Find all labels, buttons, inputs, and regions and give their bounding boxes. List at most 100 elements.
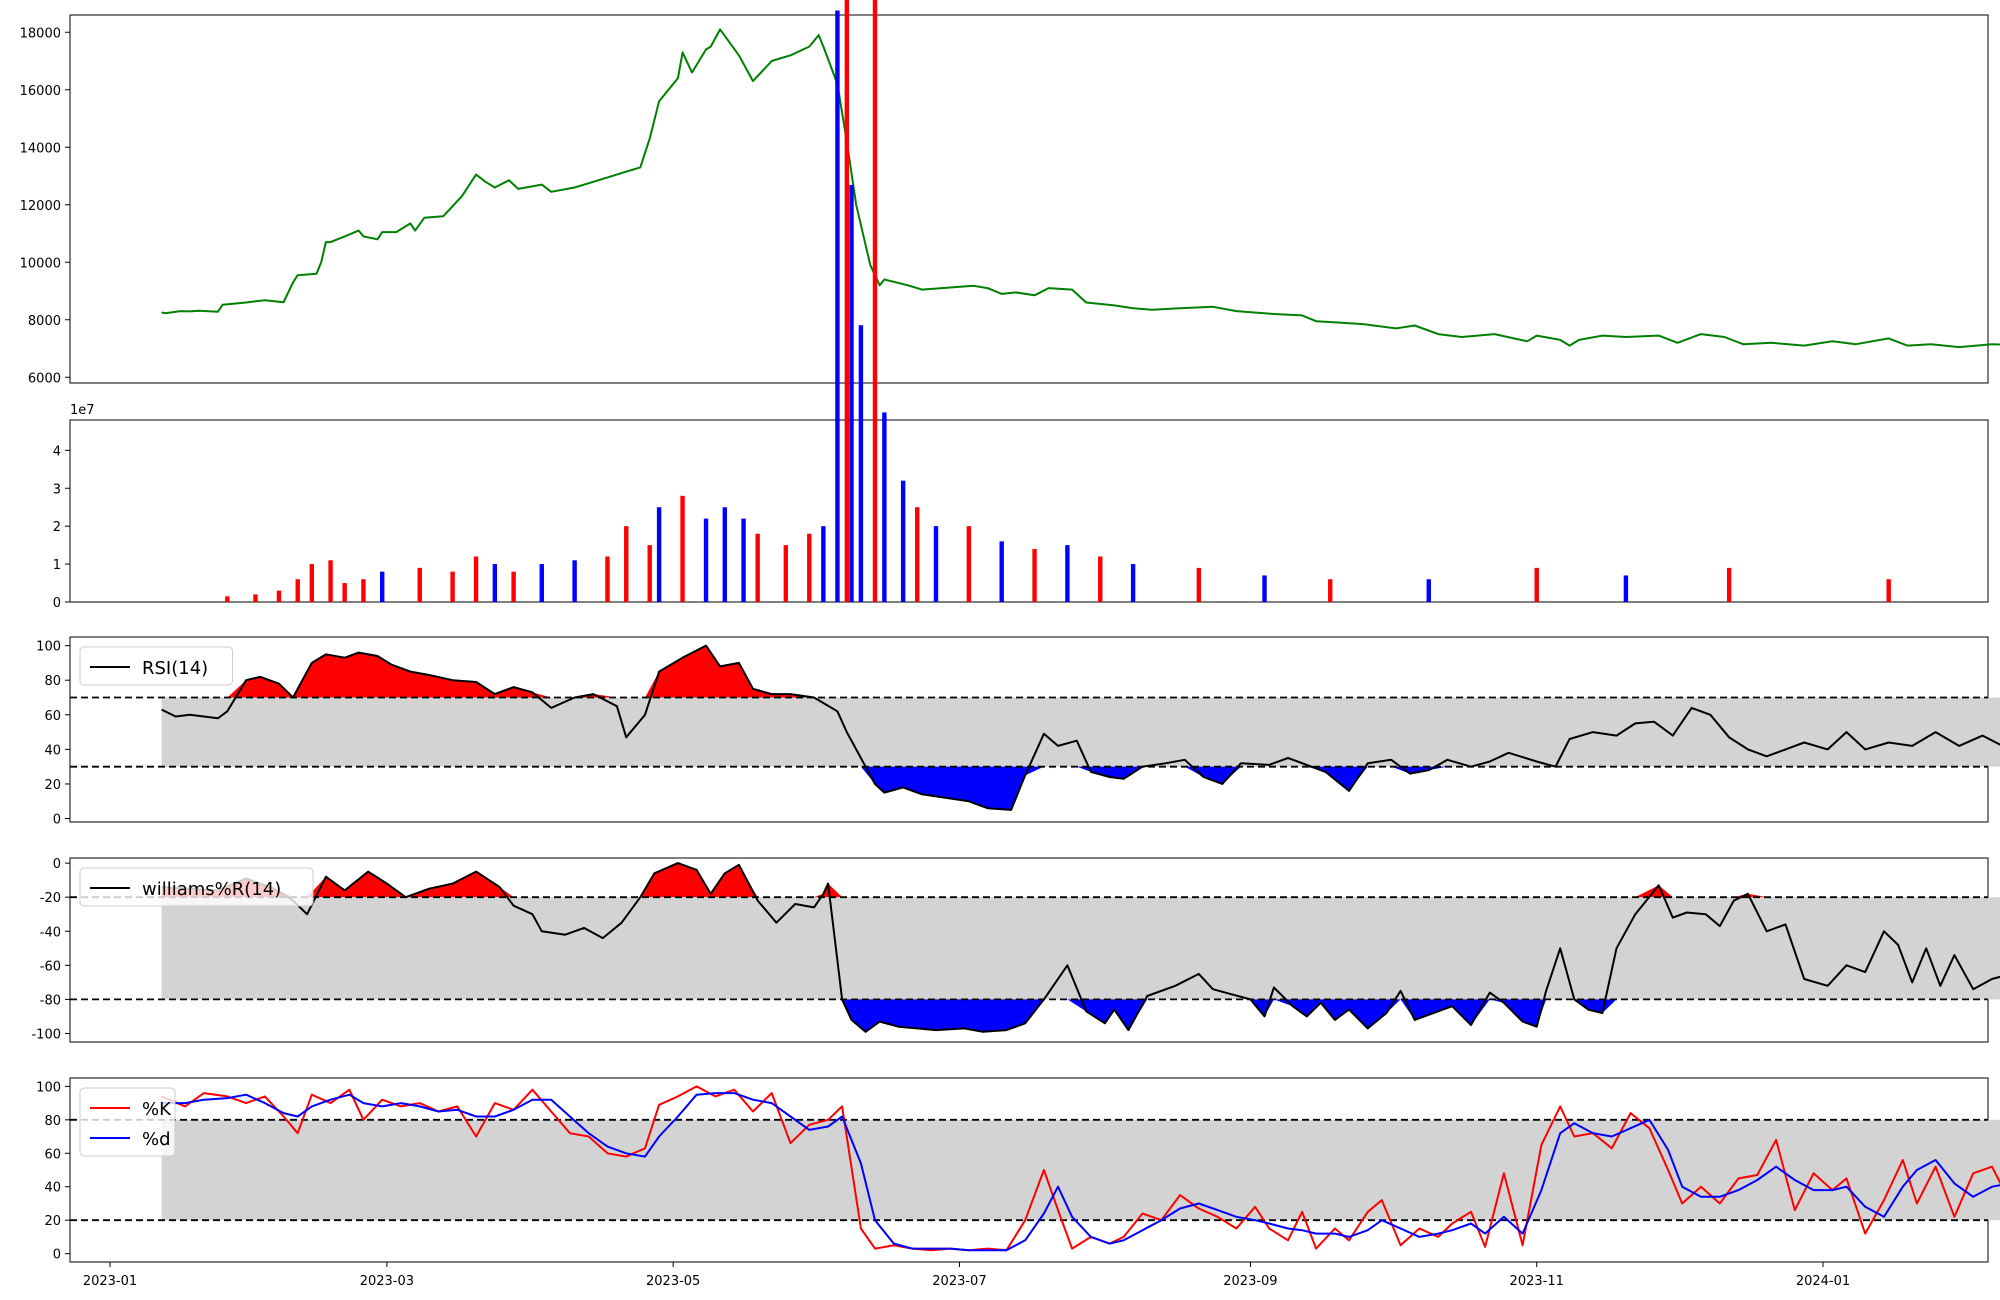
volume-bar [835, 10, 840, 602]
volume-bar [1623, 575, 1629, 602]
williams-legend-label: williams%R(14) [142, 879, 281, 900]
volume-bar [872, 0, 878, 602]
stochastic-ytick-label: 20 [44, 1214, 61, 1229]
volume-bar [1098, 556, 1103, 602]
volume-ytick-label: 1 [53, 558, 61, 573]
rsi-legend-label: RSI(14) [142, 658, 208, 679]
stochastic-legend-label: %d [142, 1129, 171, 1150]
williams-oversold-fill [161, 999, 2000, 1032]
xtick-label: 2023-05 [646, 1274, 700, 1289]
price-ytick-label: 16000 [20, 84, 61, 99]
volume-bar [722, 507, 728, 602]
volume-bar [225, 596, 230, 602]
volume-bar [821, 526, 826, 602]
volume-bar [882, 412, 887, 602]
williams-ytick-label: -20 [40, 891, 61, 906]
volume-bar [844, 0, 850, 602]
volume-bar [380, 571, 385, 602]
rsi-overbought-fill [161, 645, 2000, 698]
volume-bar [1886, 579, 1891, 602]
volume-bar [900, 480, 906, 602]
rsi-panel: 0 20 40 60 80 100 RSI(14) [36, 636, 2000, 828]
stochastic-ytick-label: 40 [44, 1181, 61, 1196]
volume-bar [450, 571, 455, 602]
stochastic-ytick-label: 0 [53, 1248, 61, 1263]
stochastic-ytick-label: 100 [36, 1080, 61, 1095]
williams-series-line [161, 862, 2000, 1033]
rsi-ytick-label: 20 [44, 778, 61, 793]
williams-ytick-label: -40 [40, 925, 61, 940]
rsi-series-line [161, 644, 2000, 811]
volume-bar [1130, 564, 1136, 602]
price-series-line [161, 28, 2000, 349]
price-ytick-label: 18000 [20, 26, 61, 41]
stochastic-ytick-label: 60 [44, 1147, 61, 1162]
volume-bar [858, 325, 864, 602]
volume-bar [1726, 567, 1732, 602]
stochastic-ytick-label: 80 [44, 1114, 61, 1129]
volume-bar [741, 518, 746, 602]
rsi-ytick-label: 60 [44, 709, 61, 724]
volume-bar [328, 560, 333, 602]
volume-bar [656, 507, 662, 602]
stochastic-legend-label: %K [142, 1099, 172, 1120]
chart-panels: 600080001000012000140001600018000012341e… [20, 0, 2000, 1289]
volume-bar [915, 507, 920, 602]
rsi-ytick-label: 40 [44, 743, 61, 758]
volume-bar [473, 556, 479, 602]
williams-overbought-fill [161, 863, 2000, 898]
williams-neutral-band [161, 897, 2000, 1000]
xtick-label: 2024-01 [1796, 1274, 1850, 1289]
volume-ytick-label: 4 [53, 444, 61, 459]
volume-ytick-label: 0 [53, 596, 61, 611]
price-ytick-label: 14000 [20, 141, 61, 156]
price-panel: 6000 8000 10000 12000 14000 16000 18000 [20, 14, 2000, 386]
volume-bar [999, 541, 1004, 602]
volume-bar [1032, 548, 1037, 602]
volume-bar [342, 583, 347, 602]
xtick-label: 2023-11 [1510, 1274, 1564, 1289]
stochastic-panel: 0 20 40 60 80 100 2023-01 2023-03 2023-05 2023-07… [36, 1077, 2000, 1289]
volume-bar [253, 594, 258, 602]
volume-bar [605, 556, 610, 602]
volume-bar [624, 526, 629, 602]
rsi-legend-box [79, 646, 233, 686]
price-ytick-label: 10000 [20, 256, 61, 271]
stochastic-series-line-pct-d [161, 1092, 2000, 1252]
rsi-ytick-label: 100 [36, 640, 61, 655]
rsi-ytick-label: 0 [53, 813, 61, 828]
volume-bar [511, 571, 516, 602]
volume-bar [1534, 567, 1539, 602]
volume-bar [783, 545, 789, 602]
volume-bar [361, 579, 366, 602]
williams-ytick-label: -60 [40, 959, 61, 974]
williams-ytick-label: -100 [31, 1027, 61, 1042]
xtick-label: 2023-07 [932, 1274, 986, 1289]
volume-bar [1196, 567, 1202, 602]
volume-bar [492, 564, 498, 602]
volume-bar [966, 526, 972, 602]
williams-ytick-label: -80 [40, 993, 61, 1008]
volume-bar [933, 526, 939, 602]
volume-bar [572, 560, 577, 602]
xtick-label: 2023-09 [1223, 1274, 1277, 1289]
volume-bar [849, 184, 854, 602]
williams-ytick-label: 0 [53, 857, 61, 872]
volume-bar [703, 518, 709, 602]
price-ytick-label: 12000 [20, 199, 61, 214]
volume-offset-label: 1e7 [70, 403, 95, 418]
xtick-label: 2023-01 [83, 1274, 137, 1289]
volume-bar [309, 564, 315, 602]
price-ytick-label: 6000 [28, 371, 61, 386]
volume-bar [680, 495, 685, 602]
williams-legend-box [79, 867, 314, 907]
volume-bar [755, 533, 760, 602]
stochastic-neutral-band [161, 1119, 2000, 1221]
price-ytick-label: 8000 [28, 314, 61, 329]
volume-bar [1065, 545, 1070, 602]
volume-bar [807, 533, 812, 602]
volume-axes-frame [69, 419, 1989, 603]
volume-bar [295, 579, 300, 602]
